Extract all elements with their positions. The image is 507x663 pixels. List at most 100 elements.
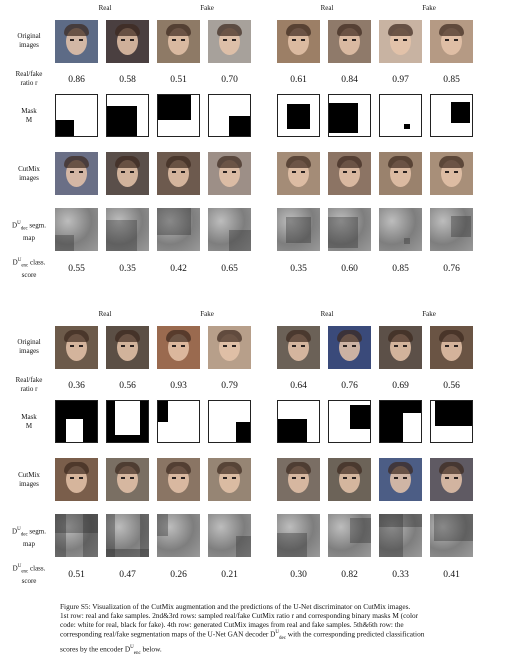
cutmix-image-eyes [394,477,407,479]
class-score: 0.47 [119,570,136,580]
cutmix-image-eyes [343,477,356,479]
mask-tile-fake-region [139,401,148,442]
segmentation-map-region [106,549,149,557]
row-label-segm-line: DUdec segm. [12,221,46,232]
original-image-hair [64,24,89,36]
original-image [379,20,422,63]
mask-tile [157,400,200,443]
mask-tile-fake-region [158,401,169,422]
original-image-eyes [223,345,236,347]
mask-tile [106,400,149,443]
cutmix-image [55,152,98,195]
figure-caption: Figure S5: Visualization of the CutMix a… [60,602,464,659]
ratio-value: 0.85 [443,75,460,85]
cutmix-image-eyes [121,477,134,479]
original-image-hair [337,330,362,342]
row-label-cutmix-line: CutMix [18,165,40,173]
segmentation-map-region [286,217,311,244]
cutmix-image [430,458,473,501]
cutmix-image-eyes [223,477,236,479]
class-score: 0.35 [119,264,136,274]
segmentation-map [55,514,98,557]
mask-tile-fake-region [158,95,191,121]
cutmix-image [106,152,149,195]
cutmix-image-eyes [445,171,458,173]
cutmix-image-hair [166,156,191,168]
row-label-original-line: Original [17,32,41,40]
header-fake: Fake [422,310,436,318]
class-score: 0.21 [221,570,238,580]
class-score: 0.35 [290,264,307,274]
original-image [55,326,98,369]
header-real: Real [98,310,112,318]
ratio-value: 0.36 [68,381,85,391]
class-score: 0.65 [221,264,238,274]
segmentation-map-region [403,238,410,245]
original-image-hair [439,24,464,36]
segmentation-map-region [82,514,98,557]
mask-tile-fake-region [403,123,410,130]
class-score: 0.41 [443,570,460,580]
original-image [157,326,200,369]
row-label-mask-line: Mask [21,107,37,115]
class-score: 0.82 [341,570,358,580]
original-image [55,20,98,63]
row-label-ratio-line: Real/fake [15,376,43,384]
segmentation-map-region [157,514,168,536]
segmentation-map [157,208,200,251]
row-label-original-line: images [19,40,39,49]
original-image-eyes [121,39,134,41]
row-label-original: Original images [4,32,54,49]
original-image [277,20,320,63]
segmentation-map [430,208,473,251]
segmentation-map [277,208,320,251]
original-image-hair [166,330,191,342]
ratio-value: 0.79 [221,381,238,391]
mask-tile-fake-region [228,115,250,136]
row-label-mask: Mask M [4,107,54,124]
segmentation-map-region [106,514,115,557]
original-image [106,326,149,369]
class-score: 0.26 [170,570,187,580]
mask-tile [277,400,320,443]
row-label-class-line: score [21,271,37,280]
cutmix-image [430,152,473,195]
row-label-class: DUenc class. score [4,257,54,280]
mask-tile [430,400,473,443]
original-image-eyes [343,39,356,41]
row-label-class: DUenc class. score [4,563,54,586]
cutmix-image-eyes [70,171,83,173]
cutmix-image [55,458,98,501]
cutmix-image-hair [115,156,140,168]
original-image-eyes [172,39,185,41]
cutmix-image [328,458,371,501]
cutmix-image [277,152,320,195]
ratio-value: 0.93 [170,381,187,391]
cutmix-image [379,458,422,501]
mask-tile-fake-region [435,401,472,427]
mask-tile-fake-region [107,106,137,136]
header-fake: Fake [200,310,214,318]
ratio-value: 0.70 [221,75,238,85]
row-label-mask-line: Mask [21,413,37,421]
segmentation-map-region [434,514,473,541]
row-label-class-line: score [21,577,37,586]
row-label-cutmix-line: images [19,479,39,488]
cutmix-image [277,458,320,501]
ratio-value: 0.56 [119,381,136,391]
ratio-value: 0.61 [290,75,307,85]
mask-tile [328,400,371,443]
mask-tile [55,400,98,443]
original-image [328,20,371,63]
cutmix-image-hair [337,462,362,474]
cutmix-image [157,152,200,195]
mask-tile [208,400,251,443]
segmentation-map [106,208,149,251]
header-fake: Fake [422,4,436,12]
caption-line: code: white for real, black for fake). 4… [60,619,404,629]
cutmix-image-hair [286,462,311,474]
cutmix-image [106,458,149,501]
cutmix-image-eyes [172,171,185,173]
segmentation-map [277,514,320,557]
cutmix-image-hair [286,156,311,168]
